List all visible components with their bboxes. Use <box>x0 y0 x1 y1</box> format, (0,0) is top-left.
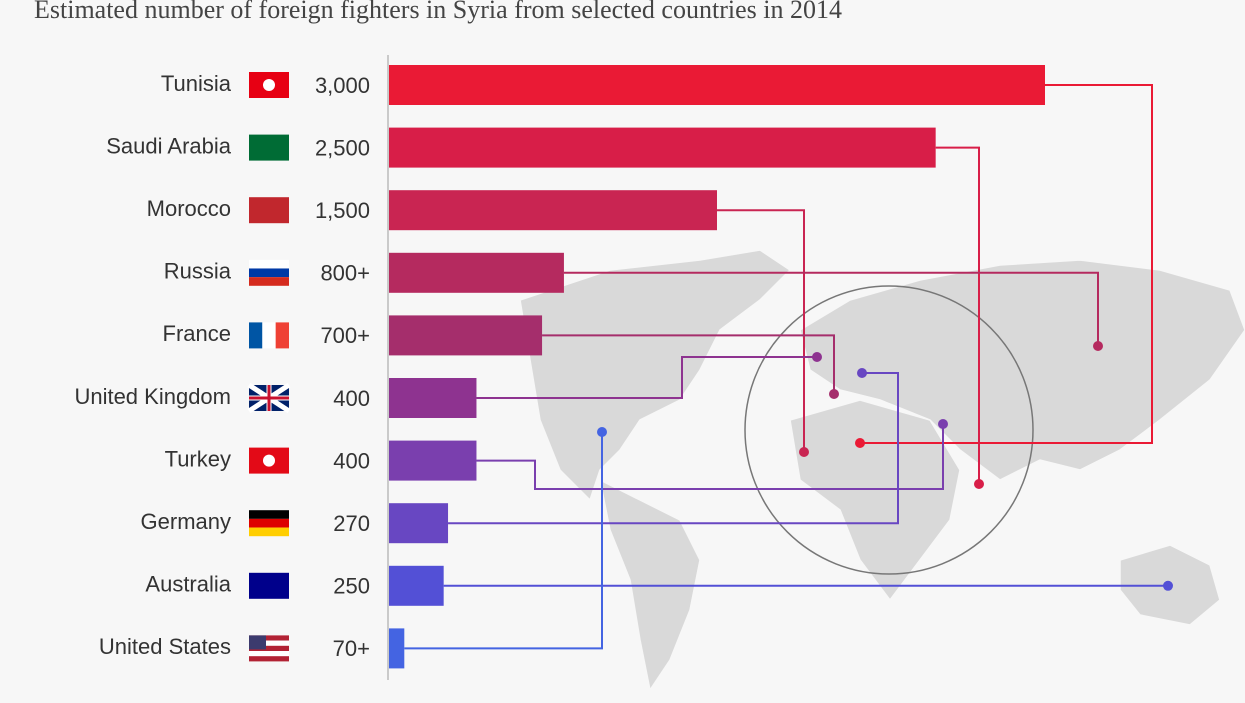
value-label: 1,500 <box>315 198 370 223</box>
category-label: Morocco <box>147 196 231 221</box>
connector-line <box>476 356 817 399</box>
flag-stripe <box>249 651 289 657</box>
value-label: 3,000 <box>315 73 370 98</box>
flag-stripe <box>262 322 276 349</box>
connector-line <box>563 271 1099 346</box>
location-dot <box>857 368 867 378</box>
flag-stripe <box>275 322 289 349</box>
category-label: United States <box>99 634 231 659</box>
connector-line <box>717 209 805 452</box>
category-label: Tunisia <box>161 71 232 96</box>
flag <box>247 382 291 414</box>
bar <box>389 628 405 669</box>
bar <box>389 315 543 356</box>
flag-stripe <box>249 640 289 646</box>
flag-stripe <box>249 656 289 662</box>
value-label: 700+ <box>320 323 370 348</box>
bar <box>389 503 449 544</box>
location-dot <box>974 479 984 489</box>
bar <box>389 252 564 293</box>
value-label: 70+ <box>333 636 370 661</box>
flag-stripe <box>249 518 289 528</box>
category-label: Saudi Arabia <box>106 133 232 158</box>
connector-line <box>448 372 899 525</box>
flag <box>249 259 289 286</box>
connector-line <box>860 84 1153 444</box>
flag-stripe <box>249 322 263 349</box>
location-dot <box>1093 341 1103 351</box>
location-dot <box>938 419 948 429</box>
value-label: 400 <box>333 448 370 473</box>
connector-line <box>542 334 835 394</box>
location-dot <box>597 427 607 437</box>
location-dot <box>829 389 839 399</box>
chart-title: Estimated number of foreign fighters in … <box>34 0 842 24</box>
flag-emblem <box>263 454 275 467</box>
category-label: Australia <box>145 572 231 597</box>
world-map <box>519 249 1245 692</box>
value-label: 250 <box>333 574 370 599</box>
flag-stripe <box>249 277 289 286</box>
bar <box>389 190 717 231</box>
flag-emblem <box>263 79 275 91</box>
flag <box>249 572 289 599</box>
bar <box>389 127 936 168</box>
flag-stripe <box>249 510 289 519</box>
bar <box>389 378 477 418</box>
connector-line <box>935 146 980 484</box>
flag-stripe <box>249 197 289 224</box>
bar <box>389 440 477 481</box>
flag <box>249 635 289 662</box>
value-label: 400 <box>333 386 370 411</box>
flag-stripe <box>249 645 289 651</box>
flag <box>249 510 289 537</box>
connector-line <box>404 432 603 650</box>
flag <box>249 197 289 224</box>
connector-line <box>476 424 944 490</box>
flag <box>249 72 289 98</box>
flag <box>249 322 289 349</box>
flag-stripe <box>249 268 289 278</box>
flag <box>249 134 289 161</box>
flag-stripe <box>249 635 289 641</box>
location-dot <box>855 438 865 448</box>
flag-stripe <box>249 259 289 269</box>
category-label: France <box>163 321 231 346</box>
bar <box>389 65 1045 105</box>
flag-cross <box>249 385 289 411</box>
value-label: 2,500 <box>315 135 370 160</box>
flag-stripe <box>249 572 289 599</box>
bar <box>389 565 444 606</box>
category-label: United Kingdom <box>74 384 231 409</box>
location-dot <box>1163 580 1173 591</box>
value-label: 270 <box>333 511 370 536</box>
location-dot <box>799 447 809 457</box>
category-label: Turkey <box>165 446 231 471</box>
category-label: Russia <box>164 259 232 284</box>
flag-canton <box>249 635 266 650</box>
flag <box>249 447 289 474</box>
location-dot <box>812 352 822 362</box>
flag-stripe <box>249 134 289 161</box>
category-label: Germany <box>141 509 231 534</box>
value-label: 800+ <box>320 261 370 286</box>
flag-stripe <box>249 527 289 537</box>
